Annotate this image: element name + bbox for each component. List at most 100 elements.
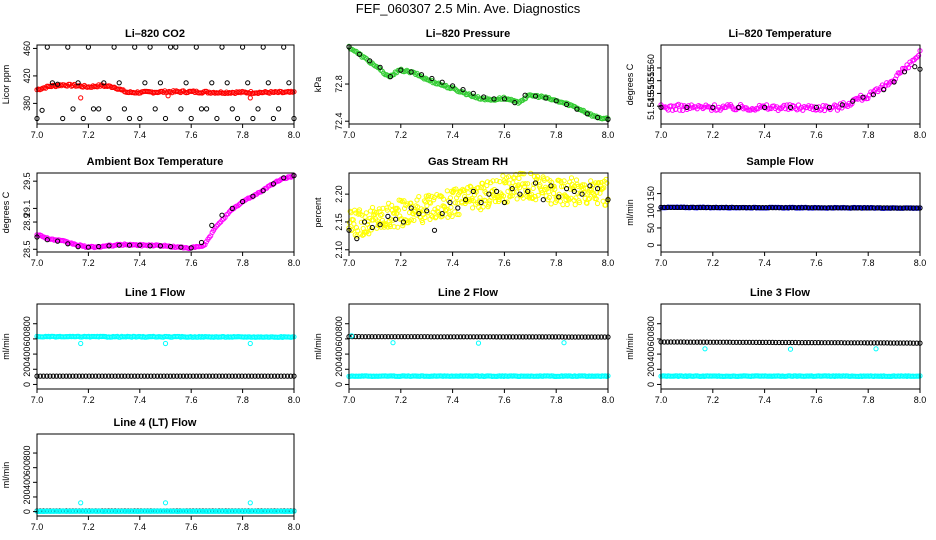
data-point [546,334,552,340]
plot-frame [36,433,295,517]
data-point [825,205,831,211]
data-point [519,171,525,177]
data-point [512,100,518,106]
data-point [842,205,848,211]
panel-co2: Li–820 CO2 7.0 7.2 7.4 7.6 7.8 8.0 380 420 460 Li… [0,24,310,148]
data-point [481,94,487,100]
series-1 [34,173,297,251]
data-point [851,205,857,211]
data-point [183,80,189,86]
data-point [184,373,190,379]
data-point [132,44,138,50]
x-tick-label: 8.0 [288,522,301,532]
data-point [819,205,825,211]
data-point [799,205,805,211]
data-point [96,244,102,250]
data-point [891,79,897,85]
data-point [710,104,716,111]
data-point [763,205,769,211]
plot-frame [36,303,295,390]
data-point [198,106,205,112]
x-tick-label: 7.0 [343,395,356,405]
y-tick-label: 420 [22,68,32,83]
data-point [786,205,792,211]
data-point [484,179,491,185]
series-1 [346,180,611,242]
data-point [549,334,555,340]
plot-frame [36,44,295,125]
series-0 [658,48,923,114]
data-point [910,205,916,211]
data-point [684,104,690,111]
data-point [855,340,861,346]
x-tick-label: 7.8 [862,130,875,140]
data-point [432,215,439,221]
plot-frame [348,172,609,253]
data-point [115,373,121,379]
data-point [37,373,43,379]
data-point [812,205,818,211]
data-point [530,185,536,192]
data-point [674,204,681,211]
panel-line2-flow: Line 2 Flow 7.0 7.2 7.4 7.6 7.8 8.0 0 200 400 600… [312,283,624,413]
data-point [421,334,428,340]
data-point [378,224,384,230]
data-point [525,188,531,195]
data-point [188,245,194,251]
data-point [536,334,542,340]
data-point [743,205,749,211]
data-point [161,373,167,379]
data-point [548,201,554,207]
data-point [431,334,437,340]
panel-pressure: Li–820 Pressure 7.0 7.2 7.4 7.6 7.8 8.0 72.4 72… [312,24,624,148]
data-point [405,334,411,340]
y-tick-label: 0 [22,509,32,514]
data-point [468,184,474,190]
data-point [39,107,45,113]
data-point [593,196,599,202]
y-tick-label: 0 [334,382,344,387]
data-point [47,373,53,379]
data-point [860,94,866,100]
data-point [366,334,372,340]
data-point [392,334,398,340]
data-point [487,334,493,340]
x-tick-label: 7.0 [343,130,356,140]
data-point [720,204,726,211]
data-point [439,79,445,85]
data-point [515,100,521,106]
x-tick-label: 7.8 [550,258,563,268]
data-point [516,175,522,181]
x-tick-label: 7.8 [550,395,563,405]
data-point [431,227,438,233]
x-tick-label: 7.2 [707,130,720,140]
data-point [80,115,86,122]
chart-title: Gas Stream RH [427,156,509,168]
data-point [881,205,887,211]
data-point [478,199,484,206]
data-point [802,205,808,211]
data-point [214,115,220,122]
data-point [819,340,825,346]
data-point [586,195,593,202]
x-tick-label: 7.6 [498,395,511,405]
x-tick-label: 7.0 [343,258,356,268]
plot-frame [36,172,295,253]
data-point [737,205,743,211]
data-point [563,197,569,203]
data-point [845,340,851,346]
data-point [245,373,252,379]
data-point [152,106,158,112]
series-0 [34,81,297,97]
data-point [914,205,920,211]
data-point [694,204,700,211]
data-point [389,202,395,209]
y-tick-label: 51.545 [646,92,656,120]
series-0 [34,172,297,252]
data-point [484,334,490,340]
data-point [858,205,864,211]
data-point [63,373,69,379]
data-point [278,373,284,379]
data-point [101,80,107,86]
data-point [78,500,84,506]
